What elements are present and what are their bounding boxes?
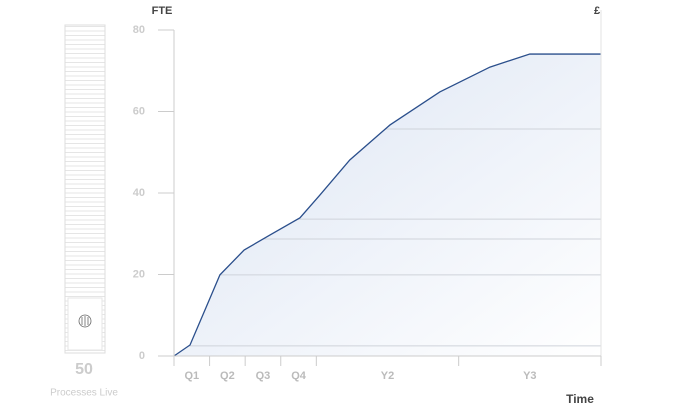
process-label: Processes Live bbox=[50, 388, 118, 399]
sidebar: 50 Processes Live bbox=[50, 24, 118, 399]
area-line bbox=[173, 53, 601, 357]
process-count: 50 bbox=[75, 361, 93, 378]
y-tick-label: 20 bbox=[133, 268, 145, 280]
x-tick-label: Y2 bbox=[381, 370, 394, 382]
x-tick-label: Q3 bbox=[256, 370, 271, 382]
x-tick-label: Q1 bbox=[184, 370, 199, 382]
y-tick-label: 60 bbox=[133, 105, 145, 117]
y-axis-title: FTE bbox=[152, 5, 173, 17]
process-icon bbox=[78, 314, 92, 328]
area-fill bbox=[174, 54, 601, 356]
x-tick-label: Y3 bbox=[523, 370, 536, 382]
y-tick-label: 0 bbox=[139, 350, 145, 362]
y2-axis-title: £ bbox=[594, 5, 600, 17]
x-tick-label: Q4 bbox=[291, 370, 307, 382]
y-tick-label: 40 bbox=[133, 187, 145, 199]
x-axis-title: Time bbox=[566, 392, 594, 406]
x-tick-label: Q2 bbox=[220, 370, 235, 382]
y-tick-label: 80 bbox=[133, 24, 145, 36]
